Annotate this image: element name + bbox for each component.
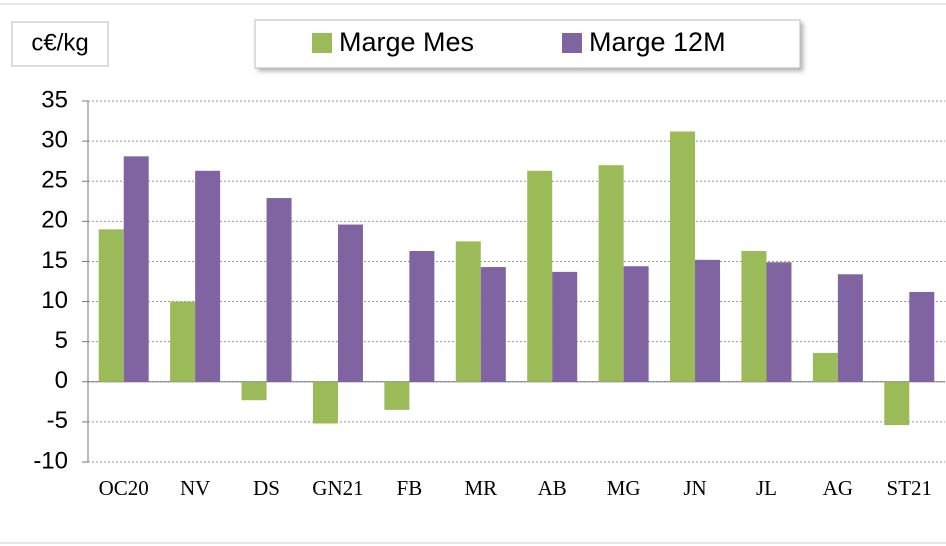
x-tick-label: MG — [607, 476, 641, 500]
bar — [909, 291, 935, 382]
y-tick-label: 20 — [41, 207, 68, 234]
bar — [552, 271, 578, 382]
x-tick-label: AB — [538, 476, 567, 500]
y-tick-label: -5 — [47, 407, 68, 434]
bar — [123, 156, 149, 382]
bar — [837, 274, 863, 382]
x-tick-label: MR — [464, 476, 497, 500]
x-tick-label: OC20 — [99, 476, 149, 500]
bar — [241, 381, 267, 401]
unit-label: c€/kg — [31, 29, 88, 56]
bar — [670, 131, 696, 382]
y-tick-label: 15 — [41, 247, 68, 274]
y-tick-label: -10 — [33, 447, 68, 474]
bar — [812, 352, 838, 382]
bar — [741, 251, 767, 382]
x-tick-label: AG — [823, 476, 853, 500]
bar — [884, 381, 910, 426]
bar — [384, 381, 410, 410]
bar — [695, 259, 721, 382]
legend-label: Marge Mes — [339, 27, 474, 57]
x-tick-label: JN — [683, 476, 706, 500]
x-tick-label: ST21 — [887, 476, 933, 500]
x-tick-label: DS — [253, 476, 280, 500]
legend-swatch — [562, 33, 582, 53]
bar — [170, 301, 196, 382]
x-tick-label: FB — [397, 476, 423, 500]
bar — [623, 266, 649, 382]
bar — [480, 267, 506, 382]
bar — [337, 224, 363, 382]
x-tick-label: JL — [756, 476, 777, 500]
y-tick-label: 5 — [55, 327, 68, 354]
y-tick-label: 25 — [41, 167, 68, 194]
legend-box — [254, 19, 801, 69]
bar — [266, 198, 292, 382]
unit-box — [11, 21, 109, 67]
bar — [409, 251, 435, 382]
bar — [766, 262, 792, 382]
x-tick-label: NV — [180, 476, 210, 500]
legend-label: Marge 12M — [589, 27, 726, 57]
x-tick-label: GN21 — [312, 476, 363, 500]
y-tick-label: 35 — [41, 86, 68, 113]
legend: Marge Mes Marge 12M — [312, 27, 726, 57]
bar — [195, 170, 221, 382]
legend-swatch — [312, 33, 332, 53]
bar — [527, 170, 553, 382]
bar — [455, 241, 481, 382]
y-tick-label: 10 — [41, 287, 68, 314]
bar — [312, 381, 338, 424]
y-tick-label: 30 — [41, 126, 68, 153]
bar — [598, 165, 624, 382]
bar — [98, 229, 124, 382]
y-tick-label: 0 — [55, 367, 68, 394]
